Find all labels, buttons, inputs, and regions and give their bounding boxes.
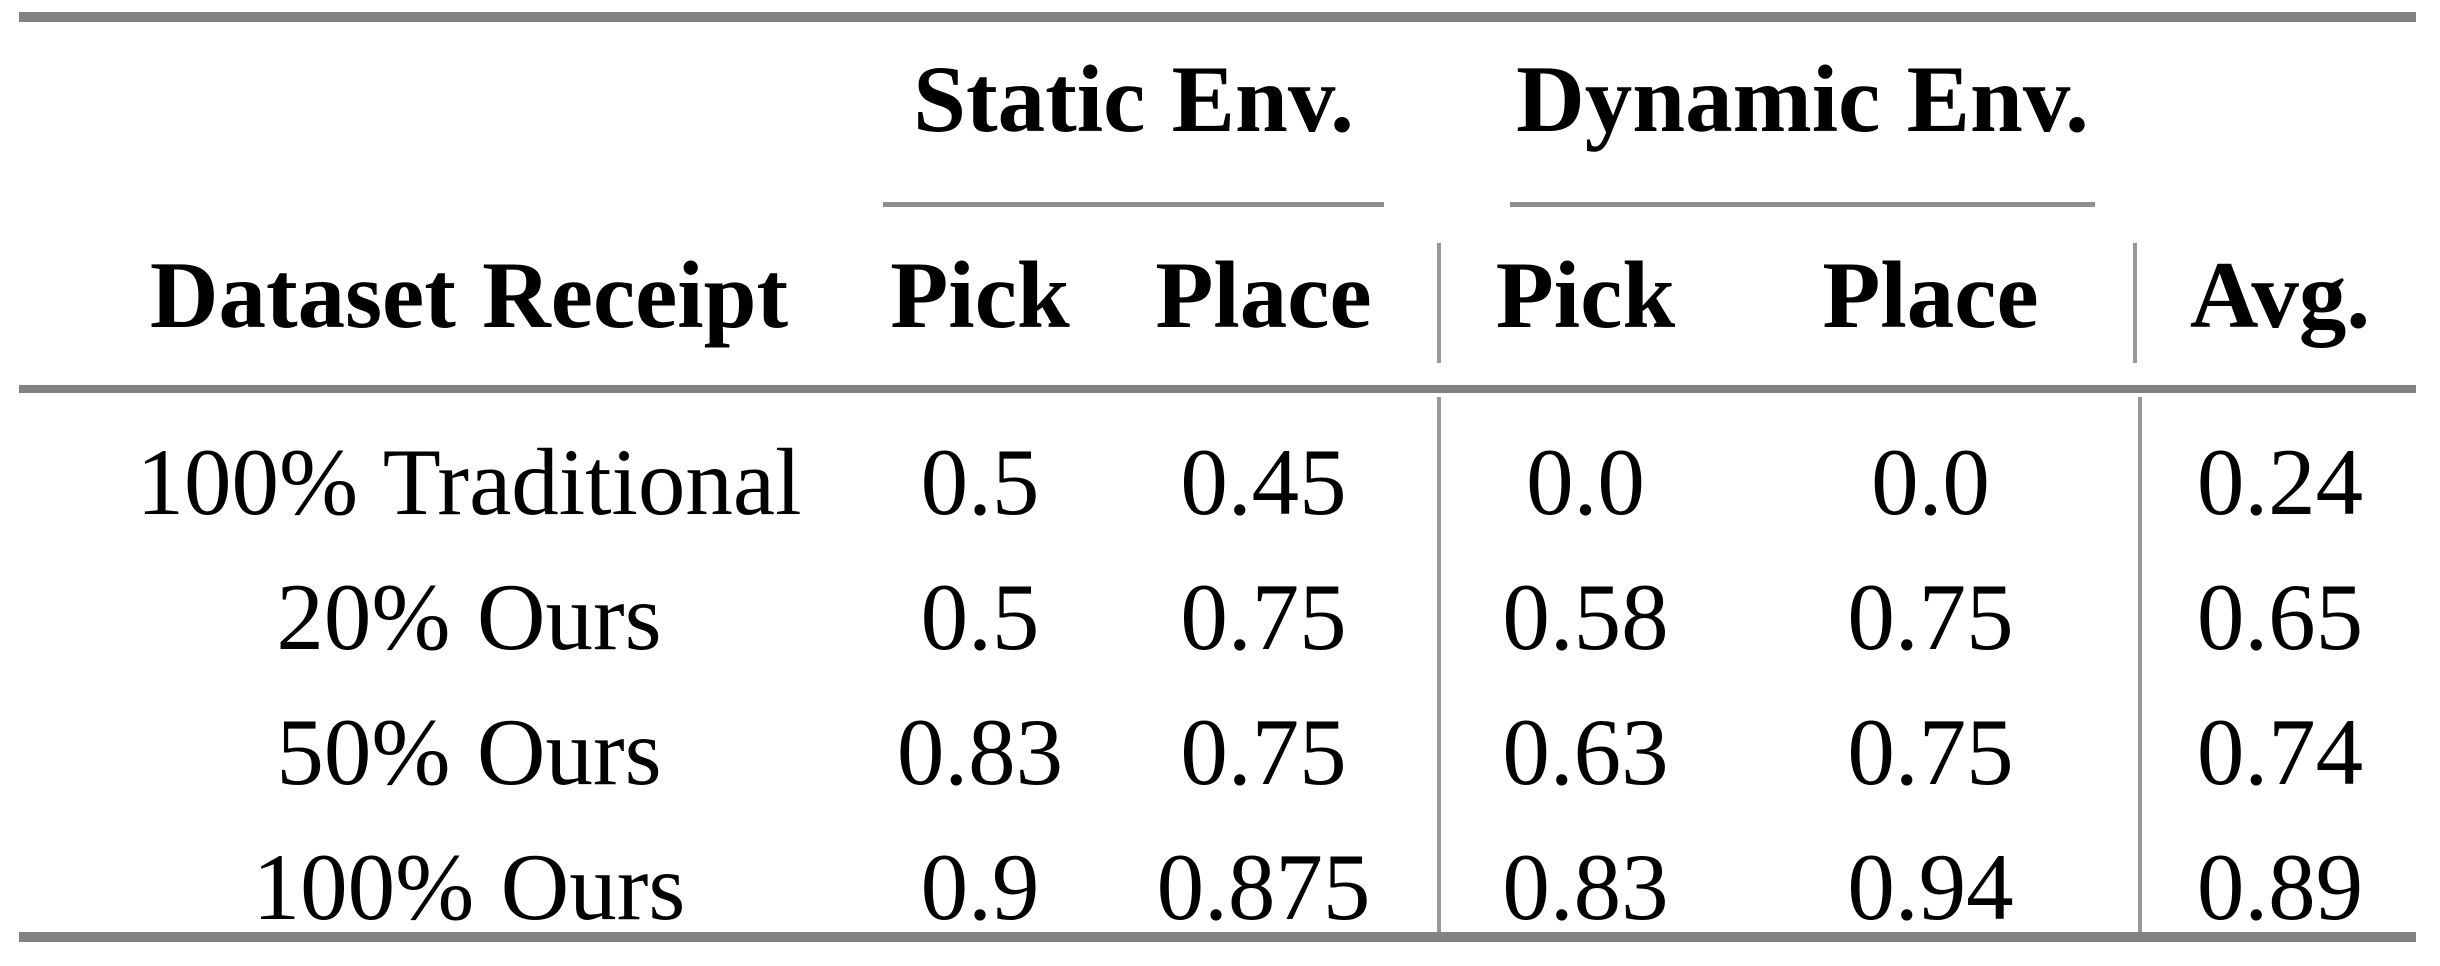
value-cell: 0.5 [920,563,1040,670]
value-cell: 0.5 [920,428,1040,535]
value-cell: 0.0 [1871,428,1990,535]
value-cell: 0.9 [920,833,1040,940]
bottom-rule [19,932,2416,942]
value-cell: 0.75 [1180,698,1347,805]
column-separator [1437,397,1441,932]
value-cell: 0.45 [1180,428,1347,535]
group-header-static-env: Static Env. [913,46,1354,152]
column-header-dynamic-place: Place [1822,241,2039,348]
column-separator [2138,397,2142,932]
value-cell: 0.89 [2196,833,2364,940]
value-cell: 0.83 [1502,833,1669,940]
value-cell: 0.24 [2196,428,2364,535]
dynamic-env-underline [1510,202,2095,207]
value-cell: 0.65 [2196,563,2364,670]
row-label: 20% Ours [276,563,662,670]
value-cell: 0.83 [896,698,1064,805]
column-header-dynamic-pick: Pick [1495,241,1676,348]
group-header-dynamic-env: Dynamic Env. [1516,46,2089,152]
value-cell: 0.0 [1526,428,1645,535]
value-cell: 0.58 [1502,563,1669,670]
top-rule [19,12,2416,22]
column-header-static-pick: Pick [890,241,1070,348]
value-cell: 0.63 [1502,698,1669,805]
row-label: 50% Ours [276,698,662,805]
header-body-rule [19,385,2416,393]
value-cell: 0.875 [1156,833,1371,940]
column-separator [1437,243,1441,363]
value-cell: 0.75 [1847,698,2014,805]
row-label: 100% Traditional [136,428,802,535]
row-label: 100% Ours [252,833,686,940]
value-cell: 0.75 [1847,563,2014,670]
column-header-static-place: Place [1155,241,1372,348]
value-cell: 0.75 [1180,563,1347,670]
column-header-avg: Avg. [2189,241,2371,348]
column-header-dataset-receipt: Dataset Receipt [149,241,789,348]
column-separator [2133,243,2137,363]
value-cell: 0.94 [1847,833,2014,940]
value-cell: 0.74 [2196,698,2364,805]
static-env-underline [883,202,1384,207]
